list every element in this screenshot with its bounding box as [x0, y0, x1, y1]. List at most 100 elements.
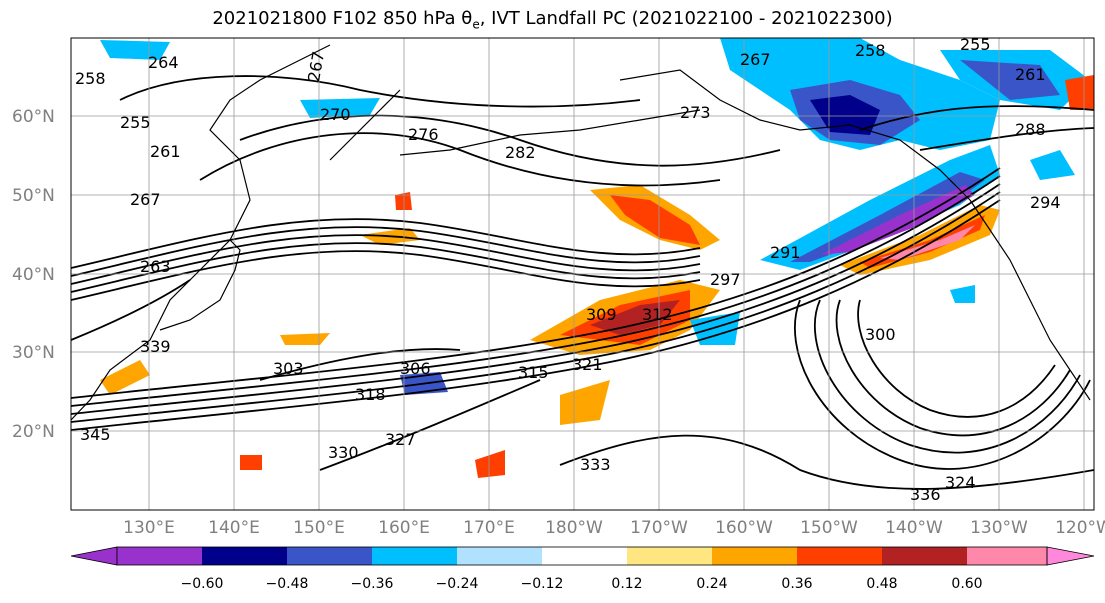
positive-patch-8 — [1065, 75, 1094, 110]
contour-label: 333 — [580, 455, 611, 474]
contour-label: 324 — [945, 473, 976, 492]
negative-anomaly-ar-core — [790, 172, 985, 262]
contour-label: 267 — [740, 50, 771, 69]
contour-line — [919, 127, 1094, 151]
latitude-labels: 20°N 30°N 40°N 50°N 60°N — [12, 107, 55, 442]
contour-label: 270 — [320, 105, 351, 124]
contour-label: 318 — [355, 385, 386, 404]
colorbar-extend-low — [70, 546, 118, 566]
lon-tick-label: 140°E — [208, 518, 260, 538]
positive-anomaly-midlat-deep — [590, 300, 680, 335]
positive-patch-3 — [280, 333, 330, 345]
lon-tick-label: 120°W — [1055, 518, 1105, 538]
lon-tick-label: 170°W — [630, 518, 688, 538]
colorbar-tick: 0.60 — [951, 576, 982, 592]
longitude-labels: 130°E 140°E 150°E 160°E 170°E 180°W 170°… — [123, 518, 1105, 538]
contour-line — [857, 299, 1056, 418]
colorbar-tick: 0.36 — [781, 576, 812, 592]
colorbar-segment — [372, 547, 457, 565]
contour-label: 294 — [1030, 193, 1061, 212]
aleutian-islands — [399, 109, 701, 156]
contour-line — [71, 183, 1001, 415]
contour-line — [559, 434, 1094, 490]
contour-label: 267 — [130, 190, 161, 209]
contour-line — [814, 299, 1081, 454]
alaska-coastline — [619, 69, 971, 201]
contour-line — [71, 242, 701, 293]
north-america-coastline — [969, 199, 1091, 401]
theta-e-contours — [71, 75, 1094, 490]
contour-line — [835, 299, 1071, 437]
contour-label: 303 — [273, 359, 304, 378]
colorbar-segment — [712, 547, 797, 565]
negative-patch-5 — [1030, 150, 1075, 180]
lon-tick-label: 150°E — [293, 518, 345, 538]
lon-tick-label: 160°W — [715, 518, 773, 538]
contour-label: 276 — [408, 125, 439, 144]
lat-tick-label: 40°N — [12, 265, 55, 285]
contour-line — [71, 226, 701, 277]
negative-anomaly-top-core — [960, 60, 1060, 100]
colorbar-tick: −0.48 — [266, 576, 309, 592]
contour-label: 258 — [855, 41, 886, 60]
contour-label: 300 — [865, 325, 896, 344]
contour-line — [71, 199, 1001, 431]
colorbar-tick-labels: −0.60 −0.48 −0.36 −0.24 −0.12 0.12 0.24 … — [181, 576, 983, 592]
colorbar-segment — [287, 547, 372, 565]
contour-line — [71, 234, 701, 285]
positive-anomaly-ar-deep — [880, 225, 975, 260]
positive-anomaly-central-core — [610, 195, 700, 245]
contour-label: 255 — [120, 113, 151, 132]
asia-coastline — [71, 44, 331, 421]
positive-patch-4 — [100, 360, 150, 395]
positive-patch-5 — [560, 380, 610, 425]
lat-tick-label: 30°N — [12, 343, 55, 363]
contour-label: 315 — [518, 363, 549, 382]
colorbar-tick: −0.12 — [521, 576, 564, 592]
contour-line — [259, 348, 461, 381]
contour-label: 261 — [1015, 65, 1046, 84]
colorbar-segment — [967, 547, 1047, 565]
colorbar-extend-high — [1046, 546, 1095, 566]
contour-line — [859, 105, 1094, 131]
lat-tick-label: 60°N — [12, 107, 55, 127]
contour-line — [199, 132, 721, 187]
contour-label: 264 — [148, 53, 179, 72]
contour-label: 263 — [140, 257, 171, 276]
lon-tick-label: 180°W — [545, 518, 603, 538]
contour-line — [71, 167, 1001, 399]
contour-label: 330 — [328, 443, 359, 462]
contour-label: 312 — [642, 305, 673, 324]
contour-label: 306 — [400, 359, 431, 378]
contour-label: 297 — [710, 270, 741, 289]
contour-line — [239, 114, 781, 167]
contour-label: 255 — [960, 35, 991, 54]
japan-coastline — [159, 239, 241, 331]
map-title: 2021021800 F102 850 hPa θe, IVT Landfall… — [0, 8, 1105, 32]
colorbar-frame — [116, 546, 1048, 566]
contour-line — [71, 191, 1001, 423]
negative-patch-6 — [300, 98, 380, 118]
contour-label: 327 — [385, 430, 416, 449]
kamchatka-coastline — [329, 89, 401, 161]
contour-line — [71, 175, 1001, 407]
contour-label: 291 — [770, 243, 801, 262]
colorbar-tick: 0.12 — [611, 576, 642, 592]
lon-tick-label: 130°W — [970, 518, 1028, 538]
positive-patch-6 — [475, 450, 505, 478]
contour-label: 273 — [680, 103, 711, 122]
contour-label: 282 — [505, 143, 536, 162]
colorbar-segment — [542, 547, 627, 565]
contour-label: 309 — [586, 305, 617, 324]
graticule — [71, 38, 1094, 510]
colorbar-segment — [797, 547, 882, 565]
lon-tick-label: 150°W — [800, 518, 858, 538]
colorbar: −0.60 −0.48 −0.36 −0.24 −0.12 0.12 0.24 … — [70, 546, 1095, 592]
negative-anomaly-ar — [760, 145, 1000, 270]
contour-labels: 264 267 258 255 261 267 263 270 276 273 … — [75, 35, 1061, 504]
colorbar-tick: 0.24 — [696, 576, 727, 592]
contour-label: 339 — [140, 337, 171, 356]
colorbar-tick: −0.36 — [351, 576, 394, 592]
title-text: 2021021800 F102 850 hPa θe, IVT Landfall… — [212, 8, 893, 32]
lon-tick-label: 160°E — [378, 518, 430, 538]
